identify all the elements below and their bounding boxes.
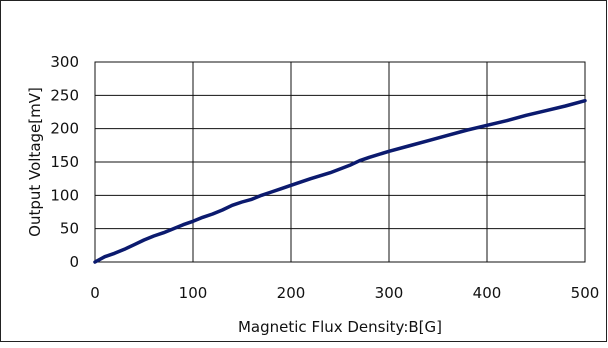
y-tick-label: 0 <box>69 253 79 271</box>
x-tick-label: 100 <box>179 284 208 302</box>
x-tick-label: 300 <box>375 284 404 302</box>
y-tick-label: 300 <box>50 53 79 71</box>
series-line <box>93 98 587 264</box>
plot-area <box>94 61 586 263</box>
y-tick-label: 200 <box>50 120 79 138</box>
x-tick-label: 400 <box>473 284 502 302</box>
y-tick-label: 50 <box>60 220 79 238</box>
y-axis-ticks: 0 50 100 150 200 250 300 <box>50 53 79 271</box>
x-axis-ticks: 0 100 200 300 400 500 <box>90 284 599 302</box>
y-tick-label: 150 <box>50 153 79 171</box>
x-tick-label: 200 <box>277 284 306 302</box>
y-tick-label: 100 <box>50 186 79 204</box>
y-tick-label: 250 <box>50 86 79 104</box>
x-tick-label: 0 <box>90 284 100 302</box>
series-layer <box>93 98 587 264</box>
y-axis-label: Output Voltage[mV] <box>26 87 44 237</box>
x-axis-label: Magnetic Flux Density:B[G] <box>238 318 442 336</box>
x-tick-label: 500 <box>571 284 600 302</box>
